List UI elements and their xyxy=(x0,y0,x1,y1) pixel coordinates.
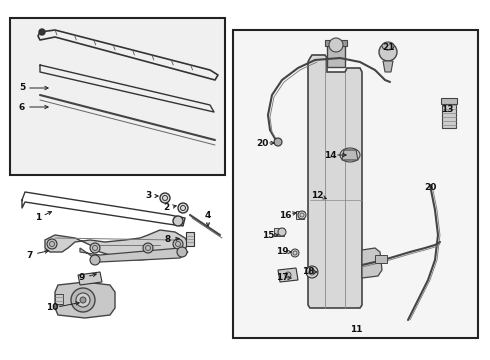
Bar xyxy=(55,294,63,304)
Bar xyxy=(296,211,304,219)
Polygon shape xyxy=(78,272,102,285)
Polygon shape xyxy=(55,282,115,318)
Bar xyxy=(441,98,457,104)
Bar xyxy=(233,30,478,338)
Circle shape xyxy=(379,43,397,61)
Text: 2: 2 xyxy=(163,203,169,212)
Bar xyxy=(186,232,194,246)
Circle shape xyxy=(291,249,299,257)
Polygon shape xyxy=(308,55,362,308)
Circle shape xyxy=(306,266,318,278)
Polygon shape xyxy=(45,230,188,260)
Circle shape xyxy=(143,243,153,253)
Bar xyxy=(10,18,225,175)
Polygon shape xyxy=(362,248,382,278)
Circle shape xyxy=(173,239,183,249)
Bar xyxy=(327,42,345,67)
Text: 20: 20 xyxy=(424,184,436,193)
Circle shape xyxy=(274,138,282,146)
Polygon shape xyxy=(278,268,298,282)
Circle shape xyxy=(278,228,286,236)
Text: 1: 1 xyxy=(35,213,41,222)
Circle shape xyxy=(329,38,343,52)
Circle shape xyxy=(178,203,188,213)
Text: 17: 17 xyxy=(276,274,288,283)
Text: 12: 12 xyxy=(311,190,323,199)
Circle shape xyxy=(298,211,306,219)
Bar xyxy=(375,255,387,263)
Circle shape xyxy=(90,255,100,265)
Circle shape xyxy=(80,297,86,303)
Circle shape xyxy=(39,29,45,35)
Text: 21: 21 xyxy=(382,44,394,53)
Text: 8: 8 xyxy=(165,235,171,244)
Text: 4: 4 xyxy=(205,211,211,220)
Text: 15: 15 xyxy=(262,230,274,239)
Ellipse shape xyxy=(382,42,394,50)
Text: 10: 10 xyxy=(46,303,58,312)
Bar xyxy=(442,100,456,128)
Circle shape xyxy=(76,293,90,307)
Text: 6: 6 xyxy=(19,103,25,112)
Polygon shape xyxy=(342,150,358,160)
Circle shape xyxy=(71,288,95,312)
Circle shape xyxy=(90,243,100,253)
Circle shape xyxy=(173,216,183,226)
Text: 16: 16 xyxy=(279,211,291,220)
Text: 14: 14 xyxy=(324,150,336,159)
Circle shape xyxy=(47,239,57,249)
Polygon shape xyxy=(383,61,393,72)
Text: 13: 13 xyxy=(441,105,453,114)
Text: 19: 19 xyxy=(276,248,288,256)
Text: 20: 20 xyxy=(256,139,268,148)
Text: 7: 7 xyxy=(27,251,33,260)
Text: 11: 11 xyxy=(350,325,362,334)
Polygon shape xyxy=(80,248,188,262)
Text: 18: 18 xyxy=(302,267,314,276)
Circle shape xyxy=(285,272,291,278)
Text: 5: 5 xyxy=(19,84,25,93)
Circle shape xyxy=(177,247,187,257)
Text: 9: 9 xyxy=(79,274,85,283)
Circle shape xyxy=(160,193,170,203)
Bar xyxy=(325,40,347,46)
Text: 3: 3 xyxy=(145,192,151,201)
Ellipse shape xyxy=(340,148,360,162)
Bar xyxy=(274,228,284,236)
